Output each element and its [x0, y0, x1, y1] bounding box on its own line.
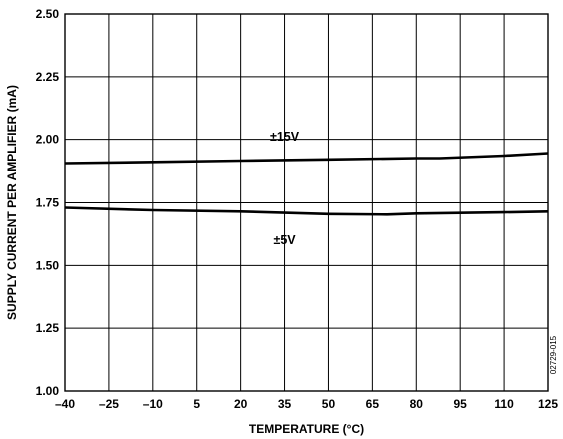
y-axis-title: SUPPLY CURRENT PER AMPLIFIER (mA) — [5, 85, 19, 320]
x-tick-label: 80 — [410, 397, 424, 411]
x-tick-label: 35 — [278, 397, 292, 411]
y-tick-label: 2.00 — [36, 133, 60, 147]
series-label-1: ±15V — [270, 130, 300, 144]
x-tick-label: 95 — [454, 397, 468, 411]
series-line-1 — [64, 152, 549, 165]
x-tick-labels: –40 –25 –10 5 20 35 50 65 80 95 110 125 — [55, 397, 558, 411]
x-tick-label: –25 — [99, 397, 119, 411]
y-tick-label: 2.50 — [36, 7, 60, 21]
x-tick-label: 5 — [193, 397, 200, 411]
x-tick-label: –10 — [143, 397, 163, 411]
y-tick-label: 1.75 — [36, 196, 60, 210]
x-tick-label: 65 — [366, 397, 380, 411]
series-label-2: ±5V — [273, 233, 296, 247]
y-tick-labels: 1.00 1.25 1.50 1.75 2.00 2.25 2.50 — [36, 7, 60, 398]
y-tick-label: 1.25 — [36, 321, 60, 335]
x-axis-title: TEMPERATURE (°C) — [249, 422, 364, 436]
y-tick-label: 1.50 — [36, 258, 60, 272]
y-tick-label: 1.00 — [36, 384, 60, 398]
x-tick-label: 50 — [322, 397, 336, 411]
x-tick-label: –40 — [55, 397, 75, 411]
plot-frame — [64, 13, 549, 392]
grid-layer — [65, 14, 548, 391]
x-tick-label: 110 — [494, 397, 514, 411]
series-layer — [64, 152, 549, 216]
x-tick-label: 125 — [538, 397, 558, 411]
figure-id: 02729-015 — [549, 335, 558, 374]
x-tick-label: 20 — [234, 397, 248, 411]
series-labels: ±15V ±5V — [270, 130, 300, 247]
y-tick-label: 2.25 — [36, 70, 60, 84]
series-line-2 — [64, 206, 549, 216]
